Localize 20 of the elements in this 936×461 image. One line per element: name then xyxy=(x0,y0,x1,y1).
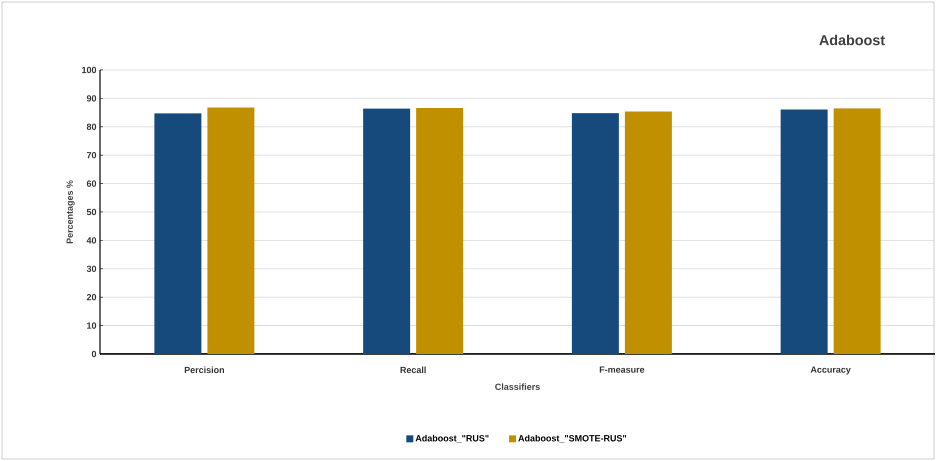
y-tick-label: 0 xyxy=(92,350,96,358)
y-axis-title: Percentages % xyxy=(66,180,75,244)
x-tick-label: Accuracy xyxy=(810,366,851,375)
x-tick-label: Percision xyxy=(184,366,224,374)
x-tick-label: Recall xyxy=(400,366,426,374)
y-tick-label: 20 xyxy=(86,294,96,300)
y-tick-label: 80 xyxy=(86,124,96,130)
y-tick-label: 70 xyxy=(86,152,96,158)
y-tick-label: 90 xyxy=(86,95,96,102)
legend-label: Adaboost_"RUS" xyxy=(416,434,488,442)
x-tick-label: F-measure xyxy=(600,366,644,373)
y-tick-label: 100 xyxy=(82,66,96,74)
y-tick-label: 30 xyxy=(86,266,96,272)
y-tick-label: 40 xyxy=(86,237,96,244)
legend-label: Adaboost_"SMOTE-RUS" xyxy=(518,434,626,442)
x-axis-title: Classifiers xyxy=(495,383,540,390)
y-tick-label: 10 xyxy=(87,322,96,329)
chart-title: Adaboost xyxy=(819,34,885,46)
y-tick-label: 50 xyxy=(86,208,96,216)
y-tick-label: 60 xyxy=(86,180,96,187)
